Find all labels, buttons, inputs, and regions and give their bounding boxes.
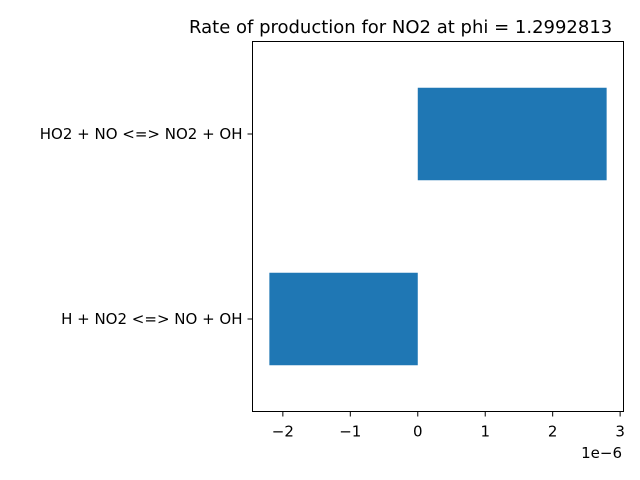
bar-1	[417, 87, 607, 181]
y-axis: H + NO2 <=> NO + OH HO2 + NO <=> NO2 + OH	[40, 125, 253, 328]
y-category-label: H + NO2 <=> NO + OH	[61, 310, 242, 328]
x-tick-label: 3	[615, 423, 625, 441]
x-tick-label: 0	[413, 423, 423, 441]
bar-0	[269, 272, 418, 366]
x-axis: −2 −1 0 1 2 3	[272, 411, 625, 441]
x-tick-label: 1	[480, 423, 490, 441]
bars-group	[269, 87, 607, 366]
x-tick-label: 2	[548, 423, 558, 441]
x-tick-label: −1	[339, 423, 361, 441]
chart-title: Rate of production for NO2 at phi = 1.29…	[189, 17, 612, 38]
plot-area-frame	[252, 41, 624, 412]
x-tick-label: −2	[272, 423, 294, 441]
y-category-label: HO2 + NO <=> NO2 + OH	[40, 125, 243, 143]
x-offset-label: 1e−6	[581, 444, 622, 462]
